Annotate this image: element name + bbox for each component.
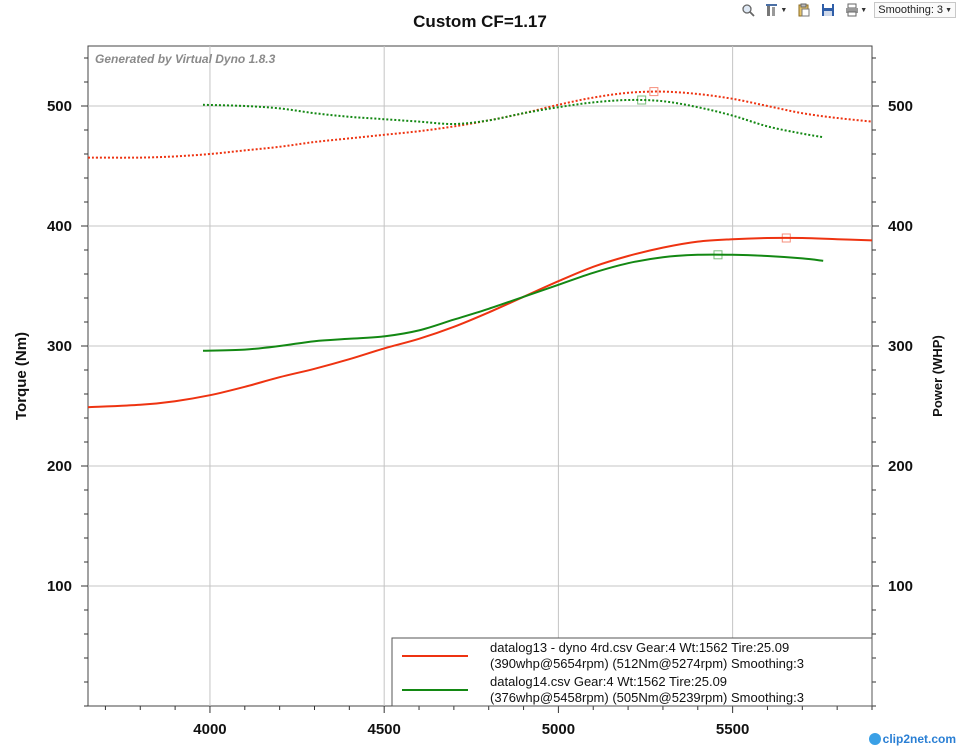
clipboard-icon <box>798 3 810 17</box>
legend-entry-datalog14-line2: (376whp@5458rpm) (505Nm@5239rpm) Smoothi… <box>490 690 804 705</box>
series-layer <box>87 90 873 409</box>
x-tick-label: 5500 <box>716 721 749 738</box>
torque-curve-datalog14-csv <box>202 98 824 139</box>
legend-entry-datalog14-line1: datalog14.csv Gear:4 Wt:1562 Tire:25.09 <box>490 674 727 689</box>
smoothing-select[interactable]: Smoothing: 3 ▼ <box>874 2 956 18</box>
peak-markers <box>637 87 791 260</box>
x-tick-label: 4000 <box>193 721 226 738</box>
power-curve-datalog14-csv <box>202 253 824 352</box>
y-tick-label-left: 200 <box>47 458 72 475</box>
y-tick-label-right: 200 <box>888 458 913 475</box>
chevron-down-icon: ▼ <box>780 6 788 14</box>
peak-marker-datalog13-dyno-4rd-csv <box>781 233 791 243</box>
legend-entry-datalog13-line2: (390whp@5654rpm) (512Nm@5274rpm) Smoothi… <box>490 656 804 671</box>
legend-entry-datalog13-line1: datalog13 - dyno 4rd.csv Gear:4 Wt:1562 … <box>490 640 789 655</box>
x-tick-label: 5000 <box>542 721 575 738</box>
smoothing-label: Smoothing: 3 <box>878 4 944 16</box>
clip2net-logo-icon <box>868 733 881 745</box>
y-tick-label-left: 100 <box>47 578 72 595</box>
y-tick-label-left: 500 <box>47 98 72 115</box>
print-button[interactable]: ▼ <box>842 1 870 19</box>
settings-icon <box>766 4 778 16</box>
print-icon <box>846 3 859 17</box>
peak-marker-datalog14-csv <box>637 95 647 105</box>
settings-button[interactable]: ▼ <box>762 1 790 19</box>
legend: datalog13 - dyno 4rd.csv Gear:4 Wt:1562 … <box>391 637 873 707</box>
power-curve-datalog13-dyno-4rd-csv <box>87 236 873 409</box>
y-tick-label-right: 100 <box>888 578 913 595</box>
y-tick-label-right: 400 <box>888 218 913 235</box>
watermark-text: clip2net.com <box>882 732 956 746</box>
peak-marker-datalog13-dyno-4rd-csv <box>649 87 659 97</box>
y-axis-label-left: Torque (Nm) <box>13 332 30 420</box>
chevron-down-icon: ▼ <box>945 6 952 14</box>
y-tick-label-right: 300 <box>888 338 913 355</box>
chart-title: Custom CF=1.17 <box>413 12 547 31</box>
axis-ticks: 100 200 300 400 500 100 200 300 400 500 4000 4500 50… <box>47 57 913 738</box>
save-button[interactable] <box>818 1 838 19</box>
save-icon <box>822 4 835 16</box>
y-axis-label-right: Power (WHP) <box>930 335 945 417</box>
y-tick-label-right: 500 <box>888 98 913 115</box>
toolbar: ▼ ▼ Smoothing: 3 ▼ <box>738 0 956 20</box>
torque-curve-datalog13-dyno-4rd-csv <box>87 90 873 159</box>
x-tick-label: 4500 <box>367 721 400 738</box>
peak-marker-datalog14-csv <box>713 250 723 260</box>
chart-subtitle: Generated by Virtual Dyno 1.8.3 <box>95 52 276 66</box>
y-tick-label-left: 400 <box>47 218 72 235</box>
chevron-down-icon: ▼ <box>860 6 868 14</box>
grid-lines <box>88 46 872 706</box>
plot-area <box>87 45 873 707</box>
y-tick-label-left: 300 <box>47 338 72 355</box>
zoom-button[interactable] <box>738 1 758 19</box>
copy-button[interactable] <box>794 1 814 19</box>
zoom-icon <box>742 4 755 17</box>
watermark: clip2net.com <box>868 732 956 746</box>
legend-box <box>391 637 873 707</box>
